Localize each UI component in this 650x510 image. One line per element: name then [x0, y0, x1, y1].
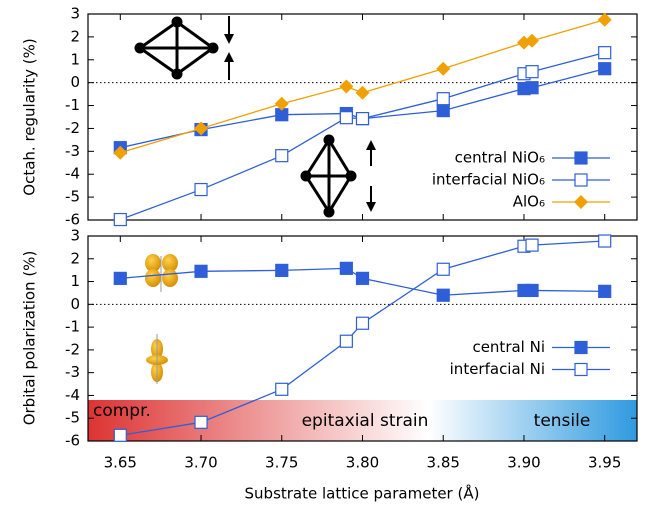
x-tick-label: 3.75	[265, 454, 298, 472]
data-point	[598, 62, 612, 76]
legend-marker	[574, 173, 588, 187]
data-point	[355, 316, 370, 330]
data-point	[339, 79, 354, 94]
y-tick-label: 0	[70, 73, 80, 91]
y-tick-label: -1	[65, 318, 80, 336]
x-tick-label: 3.85	[427, 454, 460, 472]
data-point	[355, 112, 370, 126]
legend-label: interfacial NiO₆	[432, 171, 545, 189]
data-point	[597, 12, 612, 27]
annotation: tensile	[534, 411, 591, 431]
y-tick-label: -5	[65, 188, 80, 206]
y-axis-label: Orbital polarization (%)	[21, 251, 39, 426]
data-point	[339, 261, 353, 275]
legend-marker	[574, 362, 588, 377]
legend-label: interfacial Ni	[450, 360, 545, 378]
y-tick-label: -2	[65, 340, 80, 358]
y-tick-label: 2	[70, 27, 80, 45]
data-point	[113, 271, 127, 285]
x-tick-label: 3.90	[507, 454, 540, 472]
y-tick-label: -2	[65, 119, 80, 137]
legend-label: central NiO₆	[455, 149, 545, 167]
data-point	[275, 149, 289, 163]
data-point	[598, 234, 612, 248]
y-tick-label: 3	[70, 5, 80, 23]
y-tick-label: -1	[65, 96, 80, 114]
y-tick-label: -6	[65, 211, 80, 229]
y-tick-label: -6	[65, 432, 80, 450]
data-point	[436, 61, 451, 76]
y-tick-label: 0	[70, 295, 80, 313]
x-tick-label: 3.80	[346, 454, 379, 472]
y-tick-label: 1	[70, 272, 80, 290]
data-point	[436, 288, 450, 302]
data-point	[194, 182, 208, 197]
data-point	[436, 103, 450, 118]
data-point	[194, 415, 208, 429]
data-point	[194, 121, 209, 136]
legend-marker	[574, 151, 588, 165]
data-point	[274, 96, 289, 111]
data-point	[275, 263, 289, 277]
series-line	[120, 68, 605, 149]
data-point	[275, 382, 289, 396]
data-point	[339, 111, 353, 125]
x-tick-label: 3.70	[184, 454, 217, 472]
legend-marker	[574, 340, 588, 355]
orbital-flat	[145, 254, 178, 292]
data-point	[525, 238, 539, 252]
data-point	[525, 65, 539, 79]
annotation: epitaxial strain	[302, 411, 429, 431]
y-axis-label: Octah. regularity (%)	[21, 38, 39, 195]
y-tick-label: -4	[65, 165, 80, 183]
data-point	[339, 334, 353, 348]
legend-label: AlO₆	[513, 193, 545, 211]
data-point	[525, 81, 539, 95]
data-point	[436, 262, 450, 276]
octahedron-long	[300, 134, 376, 218]
y-tick-label: -3	[65, 363, 80, 381]
legend-label: central Ni	[472, 338, 545, 356]
annotation: compr.	[93, 401, 151, 421]
orbital-long	[146, 334, 168, 384]
data-point	[113, 428, 127, 442]
y-tick-label: 3	[70, 227, 80, 245]
y-tick-label: -5	[65, 409, 80, 427]
legend-marker	[574, 195, 588, 209]
data-point	[113, 145, 128, 160]
x-axis-label: Substrate lattice parameter (Å)	[245, 484, 480, 503]
data-point	[598, 284, 612, 298]
y-tick-label: -4	[65, 386, 80, 404]
data-point	[436, 92, 450, 106]
strain-band	[88, 400, 637, 441]
x-tick-label: 3.65	[104, 454, 137, 472]
data-point	[113, 212, 127, 227]
y-tick-label: 1	[70, 50, 80, 68]
data-point	[525, 283, 539, 298]
data-point	[355, 271, 370, 285]
y-tick-label: 2	[70, 249, 80, 267]
octahedron-flat	[134, 16, 234, 80]
data-point	[598, 46, 612, 60]
data-point	[194, 264, 208, 278]
y-tick-label: -3	[65, 142, 80, 160]
data-point	[525, 33, 540, 48]
x-tick-label: 3.95	[588, 454, 621, 472]
data-point	[355, 85, 370, 100]
